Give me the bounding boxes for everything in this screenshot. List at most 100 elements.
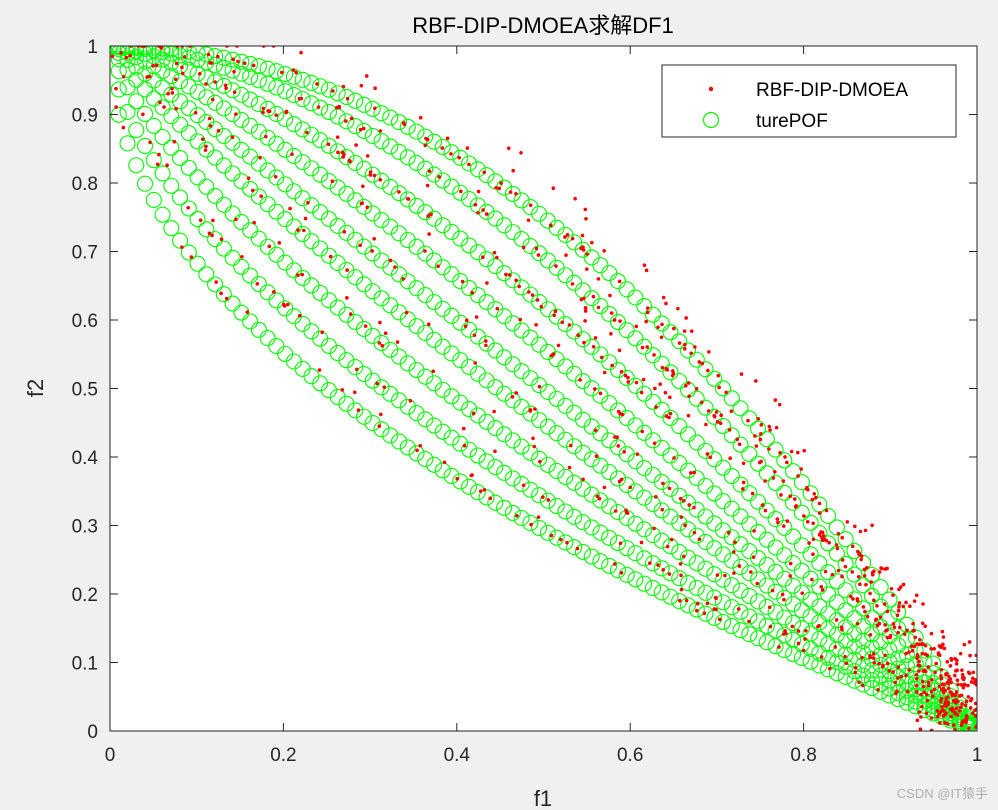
approx-front-point	[297, 313, 302, 318]
approx-front-point	[845, 520, 850, 524]
approx-front-point	[933, 670, 937, 675]
true-front-point	[539, 524, 556, 541]
approx-front-point	[300, 272, 305, 277]
true-front-point	[198, 46, 215, 63]
true-front-point	[697, 361, 714, 378]
true-front-point	[531, 412, 548, 429]
approx-front-point	[921, 602, 925, 606]
approx-front-point	[259, 194, 263, 198]
approx-front-point	[969, 680, 974, 684]
true-front-point	[758, 634, 775, 651]
approx-front-point	[155, 162, 160, 167]
approx-front-point	[628, 485, 633, 490]
approx-front-point	[856, 574, 861, 579]
approx-front-point	[966, 695, 971, 699]
axis-ticks: 0 0.2 0.4 0.6 0.8 1 0 0.1 0.2 0.3 0.4 0.5 0.6 0.7 0.8 0…	[72, 37, 983, 766]
true-front-point	[461, 155, 478, 172]
approx-front-point	[875, 603, 879, 608]
true-front-point	[811, 555, 828, 572]
approx-front-point	[770, 588, 775, 593]
true-front-point	[382, 109, 399, 126]
approx-front-point	[548, 223, 553, 227]
approx-front-point	[697, 537, 702, 542]
true-front-point	[443, 467, 460, 484]
approx-front-point	[383, 331, 388, 336]
approx-front-point	[796, 641, 801, 646]
true-front-point	[408, 445, 425, 462]
true-front-point	[872, 618, 889, 635]
true-front-point	[417, 245, 434, 262]
approx-front-point	[960, 676, 965, 680]
approx-front-point	[377, 424, 382, 428]
approx-front-point	[810, 577, 814, 582]
approx-front-point	[898, 625, 902, 630]
approx-front-point	[755, 581, 760, 586]
x-tick-label: 0.4	[444, 745, 471, 766]
approx-front-point	[654, 405, 658, 409]
true-front-point	[793, 636, 810, 653]
approx-front-point	[590, 240, 594, 245]
true-front-point	[846, 638, 863, 655]
approx-front-point	[707, 350, 711, 354]
approx-front-point	[811, 521, 816, 526]
approx-front-point	[858, 529, 863, 534]
approx-front-point	[686, 381, 691, 385]
true-front-point	[881, 642, 898, 659]
approx-front-point	[358, 127, 363, 132]
true-front-point	[408, 154, 425, 172]
approx-front-point	[668, 411, 673, 416]
true-front-point	[172, 47, 189, 64]
approx-front-point	[204, 82, 208, 86]
approx-front-point	[653, 386, 657, 391]
legend-box	[661, 64, 957, 138]
approx-front-point	[365, 154, 370, 158]
approx-front-point	[462, 443, 467, 448]
true-front-point	[224, 51, 241, 68]
true-front-point	[259, 60, 276, 77]
approx-front-point	[654, 494, 658, 499]
true-front-point	[855, 577, 872, 594]
approx-front-point	[667, 486, 672, 491]
approx-front-point	[186, 205, 190, 210]
approx-front-point	[752, 529, 756, 533]
approx-front-point	[923, 643, 928, 648]
true-front-point	[417, 160, 434, 177]
approx-front-point	[753, 379, 758, 383]
true-front-point	[373, 172, 390, 189]
true-front-point	[688, 434, 705, 451]
approx-front-point	[817, 511, 822, 515]
watermark-text: CSDN @IT猿手	[897, 786, 988, 801]
approx-front-point	[578, 378, 582, 382]
true-front-point	[469, 161, 486, 178]
approx-front-point	[882, 602, 887, 606]
true-front-point	[434, 423, 451, 440]
true-front-point	[750, 593, 767, 610]
approx-front-point	[182, 55, 187, 59]
true-front-point	[601, 529, 618, 546]
true-front-point	[793, 602, 810, 619]
true-front-point	[461, 401, 478, 418]
true-front-point	[417, 368, 434, 385]
approx-front-point	[121, 125, 126, 130]
approx-front-point	[145, 75, 149, 79]
approx-front-point	[954, 661, 959, 666]
true-front-point	[163, 68, 180, 85]
approx-front-point	[924, 692, 929, 697]
true-front-point	[653, 315, 670, 332]
true-front-point	[338, 395, 355, 412]
true-front-point	[180, 78, 197, 95]
approx-front-point	[682, 329, 687, 333]
approx-front-point	[914, 690, 919, 694]
true-front-point	[776, 609, 793, 626]
approx-front-point	[782, 597, 786, 602]
true-front-point	[478, 167, 495, 184]
true-front-point	[697, 533, 714, 550]
approx-front-point	[114, 86, 118, 91]
approx-front-point	[879, 566, 883, 570]
true-front-point	[180, 46, 197, 60]
approx-front-point	[546, 498, 551, 502]
true-front-point	[662, 409, 679, 426]
true-front-point	[846, 663, 863, 680]
approx-front-point	[853, 524, 857, 529]
true-front-point	[706, 566, 723, 583]
